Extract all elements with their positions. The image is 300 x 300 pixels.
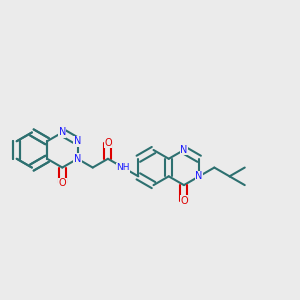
- Text: O: O: [180, 196, 188, 206]
- Text: N: N: [74, 136, 81, 146]
- Text: N: N: [58, 128, 66, 137]
- Text: NH: NH: [116, 163, 130, 172]
- Text: O: O: [104, 138, 112, 148]
- Text: N: N: [74, 154, 81, 164]
- Text: N: N: [180, 145, 188, 155]
- Text: N: N: [195, 171, 203, 181]
- Text: O: O: [58, 178, 66, 188]
